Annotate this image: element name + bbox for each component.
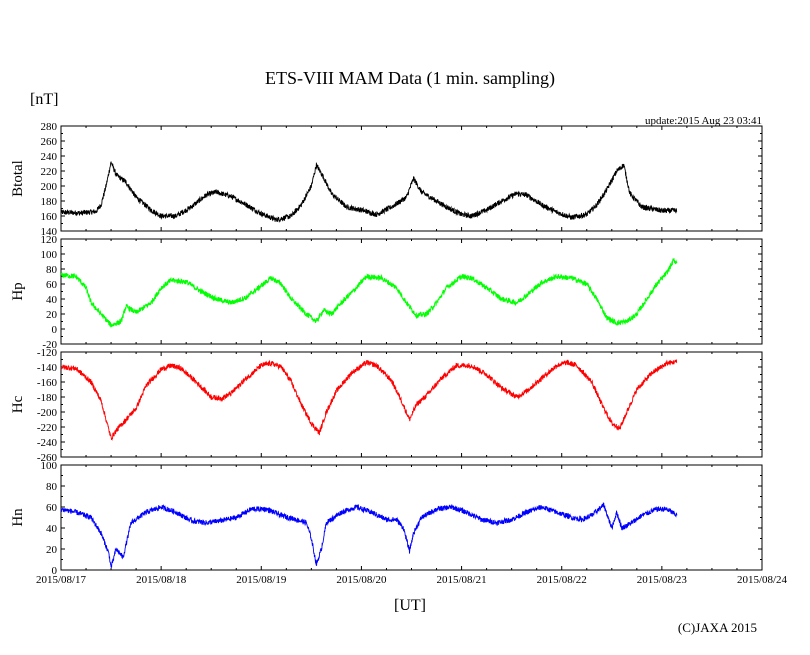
panel-btotal: 140 160 180 200 220 240 260 280 Btotal xyxy=(10,121,763,238)
y-tick-label: 100 xyxy=(41,249,58,261)
y-tick-label: 0 xyxy=(52,324,58,336)
x-tick-label: 2015/08/17 xyxy=(36,574,87,586)
series-line-hc xyxy=(60,359,678,441)
y-tick-label: -240 xyxy=(37,437,58,449)
y-tick-label: 160 xyxy=(41,211,58,223)
y-tick-label: 280 xyxy=(41,121,58,133)
y-tick-label: 180 xyxy=(41,196,58,208)
y-tick-label: -120 xyxy=(37,347,58,359)
y-tick-label: 0 xyxy=(52,565,58,577)
y-tick-label: 60 xyxy=(46,279,58,291)
series-line-hp xyxy=(60,258,678,328)
y-tick-label: 120 xyxy=(41,234,58,246)
x-tick-label: 2015/08/18 xyxy=(136,574,187,586)
y-tick-label: -260 xyxy=(37,452,58,464)
y-tick-label: 80 xyxy=(46,481,58,493)
y-tick-label: 220 xyxy=(41,166,58,178)
y-axis-label-btotal: Btotal xyxy=(10,160,26,197)
plot-panels: 140160180200220240260280Btotal-200204060… xyxy=(10,121,788,586)
y-tick-label: 260 xyxy=(41,136,58,148)
x-tick-label: 2015/08/21 xyxy=(437,574,487,586)
x-axis-label: [UT] xyxy=(394,597,426,614)
panel-frame xyxy=(60,238,763,345)
y-tick-label: 100 xyxy=(41,460,58,472)
y-tick-label: 240 xyxy=(41,151,58,163)
y-tick-label: -20 xyxy=(42,339,57,351)
series-line-btotal xyxy=(60,161,678,223)
x-tick-label: 2015/08/24 xyxy=(737,574,788,586)
y-tick-label: 80 xyxy=(46,264,58,276)
chart-title: ETS-VIII MAM Data (1 min. sampling) xyxy=(265,68,555,89)
y-tick-label: 40 xyxy=(46,523,58,535)
y-tick-label: 140 xyxy=(41,226,58,238)
y-tick-label: -220 xyxy=(37,422,58,434)
x-tick-label: 2015/08/19 xyxy=(236,574,287,586)
x-tick-label: 2015/08/20 xyxy=(336,574,387,586)
y-axis-label-hp: Hp xyxy=(10,282,26,300)
y-tick-label: 40 xyxy=(46,294,58,306)
y-tick-label: 20 xyxy=(46,544,58,556)
x-tick-label: 2015/08/23 xyxy=(637,574,688,586)
panel-hn: 0 20 40 60 80 100 Hn xyxy=(10,460,763,577)
panel-hc: -260 -240 -220 -200 -180 -160 -140 -120 Hc xyxy=(10,347,763,464)
y-axis-label-hc: Hc xyxy=(10,395,26,413)
y-tick-label: 20 xyxy=(46,309,58,321)
y-tick-label: -160 xyxy=(37,377,58,389)
x-tick-label: 2015/08/22 xyxy=(537,574,587,586)
y-tick-label: 60 xyxy=(46,502,58,514)
panel-hp: -20 0 20 40 60 80 100 120 Hp xyxy=(10,234,763,351)
y-tick-label: -200 xyxy=(37,407,58,419)
copyright-text: (C)JAXA 2015 xyxy=(678,620,757,635)
y-tick-label: -180 xyxy=(37,392,58,404)
series-line-hn xyxy=(60,502,678,568)
update-text: update:2015 Aug 23 03:41 xyxy=(645,115,762,127)
y-tick-label: -140 xyxy=(37,362,58,374)
panel-frame xyxy=(60,464,763,571)
y-axis-label-hn: Hn xyxy=(10,508,26,527)
y-tick-label: 200 xyxy=(41,181,58,193)
unit-label: [nT] xyxy=(30,91,58,108)
